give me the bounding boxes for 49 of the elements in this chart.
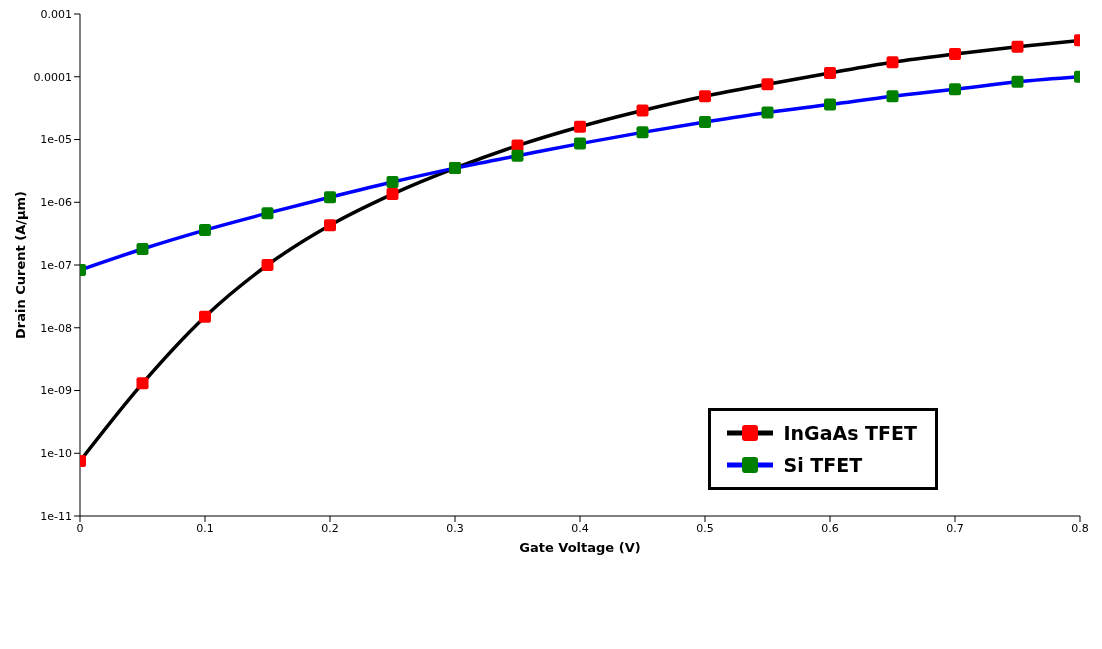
point (136, 377, 149, 390)
point (886, 56, 899, 69)
point (199, 224, 211, 237)
legend-label: InGaAs TFET (783, 422, 917, 444)
point (761, 78, 774, 91)
point (199, 310, 211, 323)
y-tick-label: 1e-05 (40, 133, 72, 147)
y-tick-label: 1e-11 (40, 509, 72, 523)
x-tick-label: 0.5 (696, 521, 714, 535)
point (511, 149, 524, 162)
point (574, 120, 586, 133)
point (386, 176, 399, 189)
y-axis-title: Drain Curent (A/μm) (12, 190, 28, 340)
point (136, 242, 149, 255)
point (949, 48, 961, 61)
point (261, 207, 274, 220)
point (1011, 75, 1024, 88)
point (324, 191, 336, 204)
y-tick-label: 1e-10 (40, 447, 72, 461)
y-tick-label: 1e-06 (40, 196, 72, 210)
y-tick-label: 1e-07 (40, 258, 72, 272)
x-tick-label: 0.3 (446, 521, 464, 535)
x-axis-title: Gate Voltage (V) (519, 540, 641, 555)
point (761, 106, 774, 119)
point (261, 259, 274, 271)
point (949, 83, 961, 96)
x-tick-label: 0 (76, 521, 84, 535)
point (886, 90, 899, 103)
point (699, 116, 711, 129)
point (1011, 40, 1024, 53)
point (636, 104, 649, 117)
point (574, 137, 586, 150)
x-tick-label: 0.2 (321, 521, 339, 535)
point (824, 98, 836, 111)
x-tick-label: 0.1 (196, 521, 214, 535)
legend-label: Si TFET (783, 454, 863, 476)
y-tick-label: 0.001 (40, 7, 72, 21)
x-tick-label: 0.8 (1071, 521, 1089, 535)
point (324, 219, 336, 232)
x-tick-label: 0.4 (571, 521, 589, 535)
point (386, 188, 399, 201)
point (824, 66, 836, 79)
x-tick-label: 0.6 (821, 521, 839, 535)
x-tick-label: 0.7 (946, 521, 964, 535)
point (699, 90, 711, 103)
y-tick-label: 1e-08 (40, 321, 72, 335)
y-tick-label: 1e-09 (40, 384, 72, 398)
y-tick-label: 0.0001 (33, 70, 72, 84)
point (636, 126, 649, 139)
